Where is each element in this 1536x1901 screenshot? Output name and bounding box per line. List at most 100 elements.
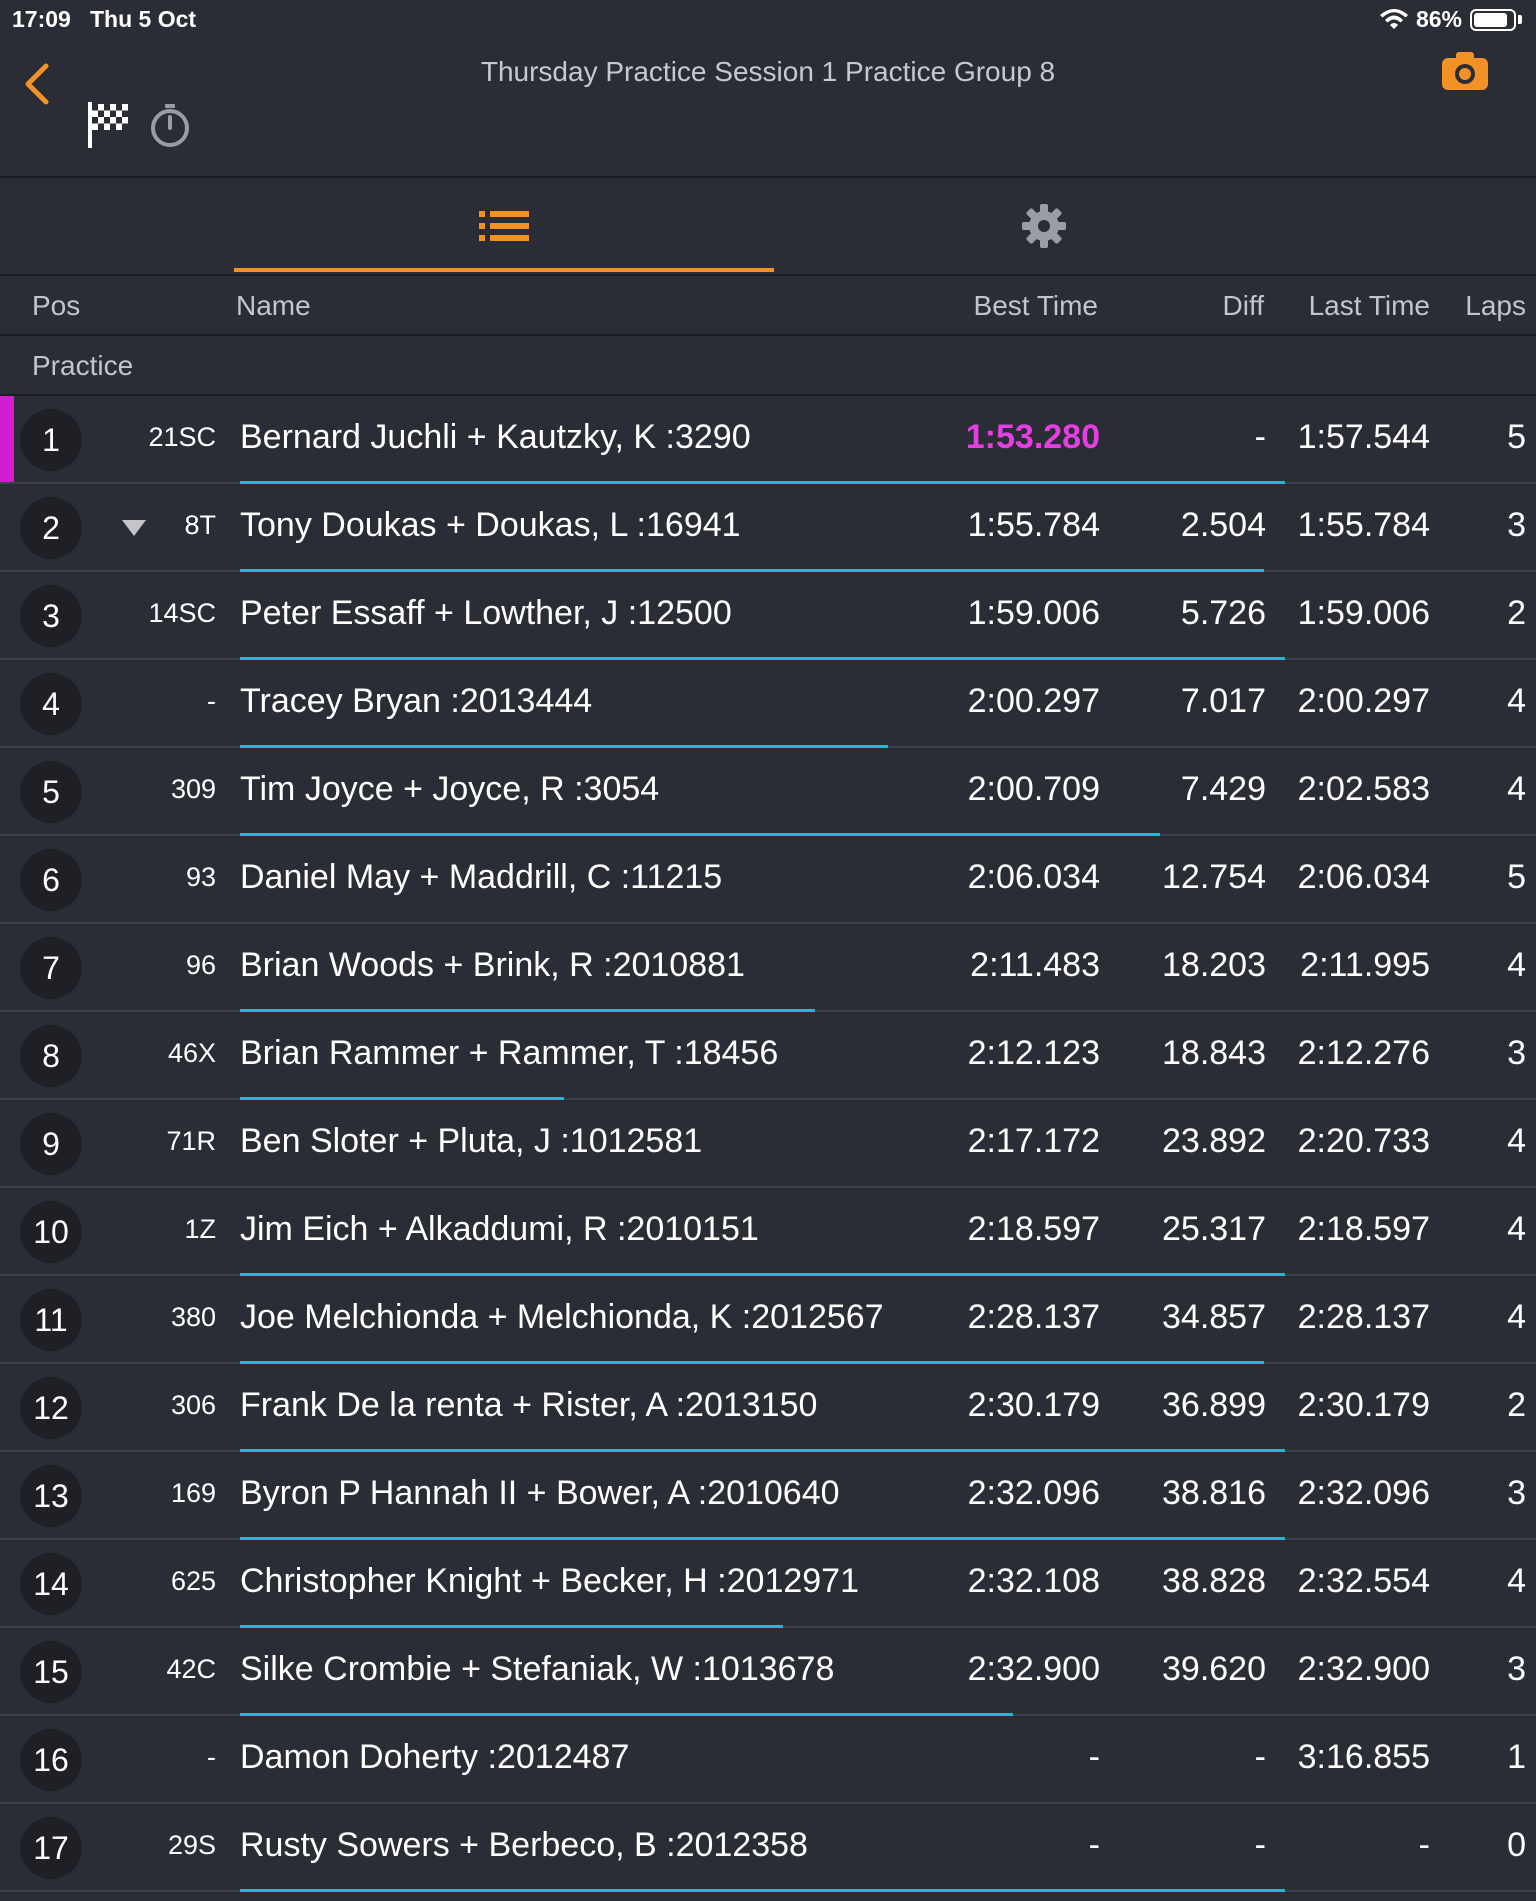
position-badge: 1 [20,409,82,471]
position-badge: 17 [20,1817,82,1879]
table-row[interactable]: 9 71R Ben Sloter + Pluta, J :1012581 2:17.1… [0,1100,1536,1188]
table-row[interactable]: 7 96 Brian Woods + Brink, R :2010881 2:11.4… [0,924,1536,1012]
battery-icon [1470,8,1516,31]
driver-name: Joe Melchionda + Melchionda, K :2012567 [240,1298,884,1336]
position-badge: 9 [20,1113,82,1175]
table-row[interactable]: 1 21SC Bernard Juchli + Kautzky, K :3290 1:… [0,396,1536,484]
diff-time: 12.754 [1162,858,1266,896]
driver-name: Tim Joyce + Joyce, R :3054 [240,770,660,808]
table-row[interactable]: 16- Damon Doherty :2012487- -3:16.855 1 [0,1716,1536,1804]
table-row[interactable]: 6 93 Daniel May + Maddrill, C :11215 2:06.0… [0,836,1536,924]
driver-name: Frank De la renta + Rister, A :2013150 [240,1386,818,1424]
last-time: 2:06.034 [1297,858,1430,896]
status-right: 86% [1379,6,1522,33]
camera-icon [1442,52,1488,90]
car-number: 93 [185,862,216,892]
table-row[interactable]: 5 309 Tim Joyce + Joyce, R :3054 2:00.709 7.… [0,748,1536,836]
lap-count: 3 [1507,506,1526,544]
header-row-divider [0,334,1536,336]
col-header-diff[interactable]: Diff [1222,290,1265,321]
tab-settings[interactable] [774,178,1314,274]
table-row[interactable]: 8 46X Brian Rammer + Rammer, T :18456 2:12.… [0,1012,1536,1100]
car-number: 8T [184,510,216,540]
driver-name: Peter Essaff + Lowther, J :12500 [240,594,732,632]
col-header-laps[interactable]: Laps [1465,290,1526,321]
car-number: - [207,686,216,716]
position-badge: 10 [20,1201,82,1263]
driver-name: Rusty Sowers + Berbeco, B :2012358 [240,1826,808,1864]
last-time: 2:28.137 [1297,1298,1430,1336]
chevron-left-icon [25,63,49,105]
last-time: 2:32.900 [1297,1650,1430,1688]
last-time: 1:55.784 [1297,506,1430,544]
diff-time: 36.899 [1162,1386,1266,1424]
best-time: 2:17.172 [967,1122,1100,1160]
car-number: 1Z [184,1214,216,1244]
checkered-flag-button[interactable] [86,100,132,150]
position-badge: 13 [20,1465,82,1527]
table-row[interactable]: 11 380 Joe Melchionda + Melchionda, K :201… [0,1276,1536,1364]
position-badge: 15 [20,1641,82,1703]
stopwatch-button[interactable] [148,102,192,148]
camera-button[interactable] [1440,50,1490,92]
lap-count: 3 [1507,1034,1526,1072]
diff-time: 2.504 [1180,506,1266,544]
diff-time: 39.620 [1162,1650,1266,1688]
driver-name: Tony Doukas + Doukas, L :16941 [240,506,741,544]
position-badge: 11 [20,1289,82,1351]
driver-name: Tracey Bryan :2013444 [240,682,593,720]
car-number: 46X [167,1038,216,1068]
table-row[interactable]: 13 169 Byron P Hannah II + Bower, A :20106… [0,1452,1536,1540]
lap-progress-bar [240,481,1285,484]
table-row[interactable]: 10 1Z Jim Eich + Alkaddumi, R :2010151 2:18… [0,1188,1536,1276]
col-header-pos[interactable]: Pos [32,290,81,321]
tab-list[interactable] [234,178,774,274]
last-time: 2:30.179 [1297,1386,1430,1424]
last-time: 1:59.006 [1297,594,1430,632]
section-divider [0,394,1536,396]
lap-count: 3 [1507,1474,1526,1512]
position-badge: 3 [20,585,82,647]
diff-time: 38.816 [1162,1474,1266,1512]
lap-count: 4 [1507,1122,1526,1160]
last-time: 2:18.597 [1297,1210,1430,1248]
active-tab-indicator [234,268,774,272]
back-button[interactable] [14,58,64,108]
wifi-icon [1379,8,1408,29]
lap-count: 1 [1507,1738,1526,1776]
lap-progress-bar [240,1537,1285,1540]
car-number: 96 [185,950,216,980]
col-header-best[interactable]: Best Time [973,290,1098,321]
last-time: 2:11.995 [1300,946,1430,984]
car-number: 309 [170,774,216,804]
checkered-flag-icon [88,102,128,148]
driver-name: Brian Woods + Brink, R :2010881 [240,946,745,984]
best-time: 1:55.784 [967,506,1100,544]
table-row[interactable]: 4 - Tracey Bryan :2013444 2:00.297 7.017 2:00… [0,660,1536,748]
driver-name: Ben Sloter + Pluta, J :1012581 [240,1122,703,1160]
position-badge: 8 [20,1025,82,1087]
table-row[interactable]: 17 29S Rusty Sowers + Berbeco, B :2012358 -… [0,1804,1536,1892]
lap-count: 3 [1507,1650,1526,1688]
table-row[interactable]: 2 8T Tony Doukas + Doukas, L :16941 1:55.78… [0,484,1536,572]
table-row[interactable]: 15 42C Silke Crombie + Stefaniak, W :10136… [0,1628,1536,1716]
clock-time: 17:09 [12,6,71,32]
status-time: 17:09 Thu 5 Oct [12,6,196,33]
col-header-last[interactable]: Last Time [1308,290,1430,321]
best-time: 1:59.006 [967,594,1100,632]
position-badge: 6 [20,849,82,911]
lap-progress-bar [240,745,888,748]
driver-name: Byron P Hannah II + Bower, A :2010640 [240,1474,840,1512]
table-row[interactable]: 3 14SC Peter Essaff + Lowther, J :12500 1:5… [0,572,1536,660]
diff-time: - [1254,1826,1266,1864]
row-divider [0,1098,1536,1100]
best-time: - [1088,1826,1100,1864]
driver-name: Brian Rammer + Rammer, T :18456 [240,1034,779,1072]
table-row[interactable]: 12 306 Frank De la renta + Rister, A :2013… [0,1364,1536,1452]
table-row[interactable]: 14 625 Christopher Knight + Becker, H :201… [0,1540,1536,1628]
lap-count: 4 [1507,1562,1526,1600]
diff-time: 7.429 [1180,770,1266,808]
driver-name: Bernard Juchli + Kautzky, K :3290 [240,418,751,456]
best-time: 2:32.108 [967,1562,1100,1600]
col-header-name[interactable]: Name [236,290,311,321]
